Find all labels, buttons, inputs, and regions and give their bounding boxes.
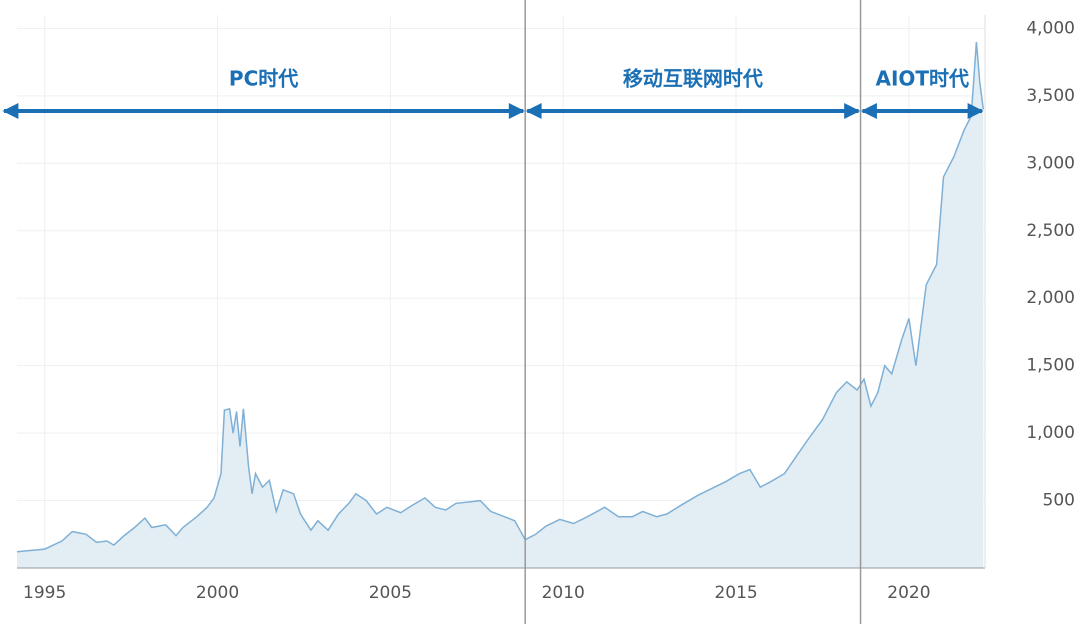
y-tick-label: 4,000 <box>1026 18 1075 38</box>
y-tick-label: 2,000 <box>1026 288 1075 308</box>
x-tick-label: 2010 <box>542 583 585 603</box>
era-label: PC时代 <box>229 67 298 91</box>
era-label: AIOT时代 <box>875 67 969 91</box>
y-tick-label: 1,000 <box>1026 423 1075 443</box>
x-tick-label: 2020 <box>887 583 930 603</box>
x-tick-label: 2005 <box>369 583 412 603</box>
x-tick-label: 1995 <box>23 583 66 603</box>
y-tick-label: 3,500 <box>1026 86 1075 106</box>
y-tick-label: 2,500 <box>1026 221 1075 241</box>
x-tick-label: 2000 <box>196 583 239 603</box>
y-tick-label: 500 <box>1043 491 1075 511</box>
x-tick-label: 2015 <box>714 583 757 603</box>
y-tick-label: 3,000 <box>1026 153 1075 173</box>
line <box>16 41 985 553</box>
area-fill <box>17 42 984 568</box>
era-label: 移动互联网时代 <box>623 67 763 91</box>
y-tick-label: 1,500 <box>1026 356 1075 376</box>
